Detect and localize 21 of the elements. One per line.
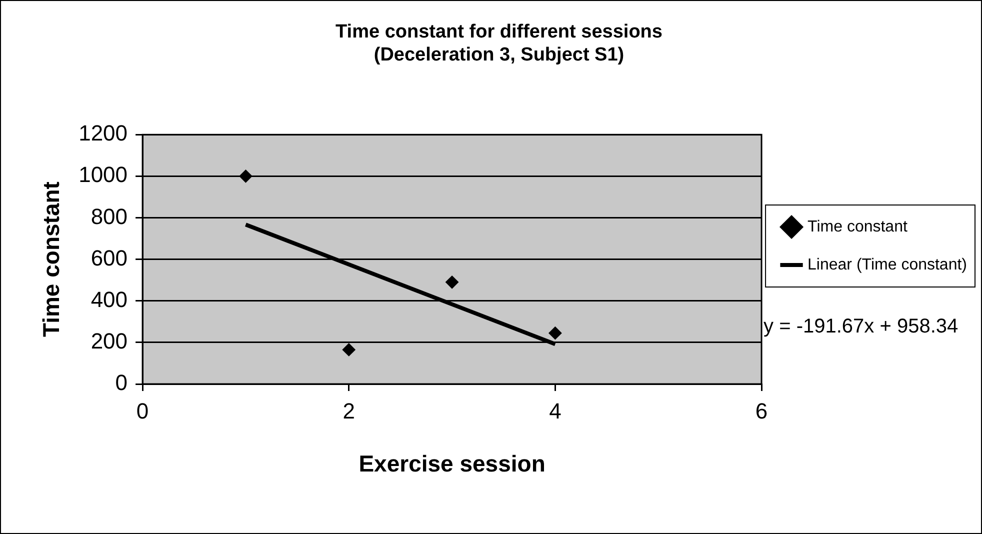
point — [239, 170, 252, 183]
x-tick-label: 0 — [136, 398, 149, 424]
chart-title: Time constant for different sessions (Deceleration 3, Subject S1) — [336, 22, 662, 66]
x-axis-title: Exercise session — [358, 450, 546, 477]
x-tick-label: 4 — [549, 398, 562, 424]
y-tick-label: 0 — [115, 370, 128, 396]
point — [446, 276, 459, 289]
y-tick-label: 1200 — [78, 120, 128, 146]
y-tick-label: 400 — [90, 286, 128, 312]
y-tick-label: 200 — [90, 328, 128, 354]
y-tick-label: 800 — [90, 204, 128, 229]
point — [342, 343, 356, 356]
y-tick-label: 600 — [90, 245, 128, 270]
point — [548, 326, 562, 340]
x-tick-label: 6 — [755, 398, 768, 424]
x-tick-label: 2 — [342, 398, 355, 424]
y-tick-label: 1000 — [78, 162, 128, 188]
legend-label: Time constant — [808, 218, 908, 236]
text: y = -191.67x + 958.34 — [764, 316, 958, 338]
legend-label: Linear (Time constant) — [808, 256, 967, 274]
y-axis-title: Time constant — [38, 181, 64, 338]
